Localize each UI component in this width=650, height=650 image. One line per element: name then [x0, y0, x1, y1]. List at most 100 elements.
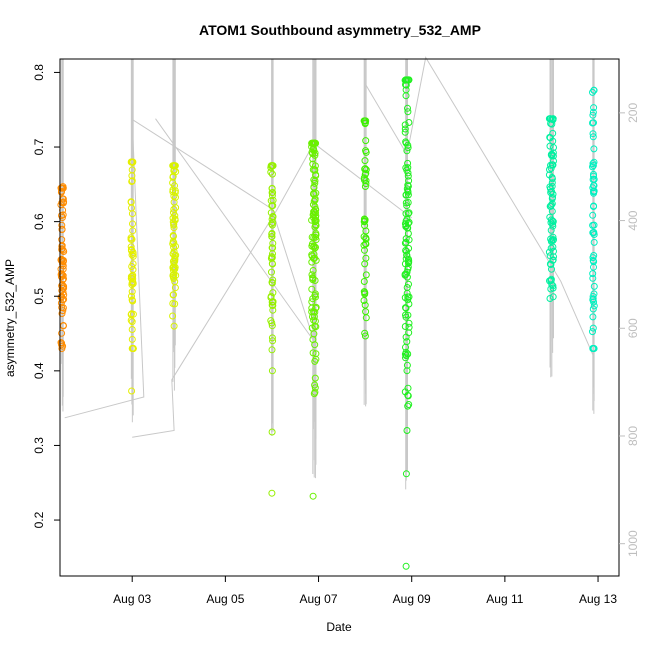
data-point [403, 215, 411, 223]
data-point [268, 189, 276, 197]
data-point [129, 310, 137, 318]
data-point [404, 311, 412, 319]
y2-tick-label: 400 [626, 210, 640, 230]
data-point [590, 202, 598, 210]
data-point [590, 345, 598, 352]
data-point [404, 350, 412, 358]
data-point [312, 233, 319, 241]
data-point [402, 247, 410, 254]
data-point [405, 76, 413, 84]
data-point [311, 166, 319, 174]
data-point [546, 202, 554, 210]
data-point [269, 306, 277, 314]
y-tick-label: 0.5 [32, 288, 46, 305]
y2-tick-label: 1000 [626, 530, 640, 557]
data-point [402, 352, 410, 360]
data-point [309, 313, 316, 321]
data-point [590, 290, 598, 298]
data-point [308, 148, 316, 156]
data-point [171, 256, 179, 263]
data-point [269, 196, 277, 204]
data-point [269, 239, 277, 247]
data-point [58, 345, 66, 352]
data-point [308, 251, 316, 259]
data-point [360, 288, 368, 296]
data-point [268, 322, 276, 330]
data-point [267, 209, 275, 217]
data-point [402, 311, 409, 319]
data-point [401, 220, 409, 228]
data-point [311, 203, 319, 210]
data-point [308, 285, 316, 293]
data-point [170, 239, 178, 247]
data-point [309, 267, 317, 274]
y-tick-label: 0.6 [32, 213, 46, 230]
data-point [360, 241, 368, 249]
data-point [547, 238, 555, 245]
data-point [404, 144, 412, 152]
data-point [589, 305, 597, 313]
data-point [403, 367, 411, 375]
y-tick-label: 0.2 [32, 511, 46, 528]
data-point [312, 222, 320, 230]
y-tick-label: 0.8 [32, 64, 46, 81]
data-point [128, 292, 135, 300]
data-point [360, 297, 368, 304]
data-point [401, 271, 409, 279]
data-point [169, 162, 177, 170]
data-point [268, 162, 276, 170]
data-point [360, 215, 368, 223]
data-point [268, 233, 276, 241]
x-tick-label: Aug 03 [113, 592, 151, 606]
data-point [362, 166, 370, 174]
data-point [362, 234, 370, 242]
data-point [268, 334, 276, 342]
data-point [404, 181, 412, 189]
data-point [404, 108, 412, 116]
data-point [589, 274, 597, 282]
data-point [589, 324, 597, 332]
data-point [546, 183, 554, 191]
data-point [170, 205, 178, 213]
data-point [312, 189, 320, 197]
data-point [129, 220, 136, 228]
data-point [405, 258, 413, 266]
data-point [308, 240, 316, 248]
data-point [548, 195, 556, 203]
data-point [405, 323, 413, 331]
guide-line [364, 56, 594, 357]
data-point [268, 346, 276, 354]
data-point [267, 317, 275, 325]
data-point [128, 318, 136, 326]
y2-tick-label: 200 [626, 103, 640, 123]
data-point [402, 223, 410, 231]
y-tick-label: 0.7 [32, 138, 46, 155]
data-point [128, 296, 136, 304]
data-point [169, 291, 177, 299]
data-point [590, 158, 598, 166]
data-point [589, 211, 597, 219]
data-point [360, 278, 368, 285]
data-point [402, 86, 410, 94]
data-point [590, 238, 598, 246]
data-point [58, 199, 66, 207]
data-point [589, 270, 597, 278]
data-point [401, 121, 409, 129]
data-point [362, 147, 370, 155]
data-point [405, 280, 412, 288]
data-point [401, 323, 409, 330]
data-point [403, 251, 411, 259]
y-tick-label: 0.4 [32, 362, 46, 379]
data-point [403, 289, 411, 297]
data-point [547, 161, 554, 169]
x-axis: Aug 03 Aug 05 Aug 07 Aug 09 Aug 11 Aug 13 [113, 576, 617, 606]
data-point [402, 333, 410, 341]
data-point [309, 349, 317, 357]
data-point [129, 260, 137, 268]
data-point [361, 183, 369, 190]
data-point [590, 298, 598, 306]
data-point [546, 142, 554, 150]
data-point [404, 104, 411, 112]
data-point [361, 290, 369, 298]
x-tick-label: Aug 05 [206, 592, 244, 606]
